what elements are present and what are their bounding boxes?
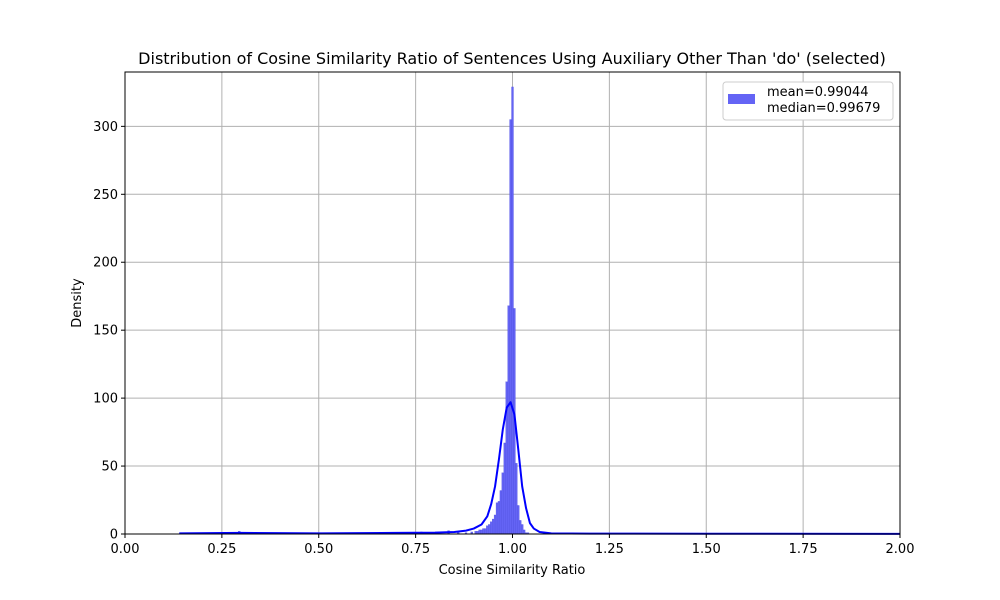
x-tick-label: 0.75 <box>401 542 430 557</box>
histogram-bar <box>480 529 483 535</box>
histogram-bar <box>482 528 485 535</box>
x-tick-label: 0.25 <box>207 542 236 557</box>
y-tick-label: 200 <box>93 256 118 271</box>
y-tick-label: 100 <box>93 392 118 407</box>
x-tick-label: 0.50 <box>304 542 333 557</box>
histogram-bar <box>499 490 502 535</box>
x-tick-label: 1.25 <box>595 542 624 557</box>
histogram-bar <box>501 472 504 535</box>
y-tick-label: 150 <box>93 324 118 339</box>
histogram-bar <box>486 525 489 535</box>
histogram-bar <box>503 442 506 535</box>
histogram-bar <box>517 505 520 535</box>
legend-label-median: median=0.99679 <box>767 101 880 116</box>
histogram-bar <box>490 521 493 535</box>
x-tick-label: 1.75 <box>789 542 818 557</box>
histogram-bar <box>519 520 522 535</box>
y-tick-label: 300 <box>93 120 118 135</box>
y-tick-label: 250 <box>93 188 118 203</box>
y-tick-label: 50 <box>101 460 118 475</box>
histogram-bar <box>505 381 508 535</box>
legend-label-mean: mean=0.99044 <box>767 85 869 100</box>
x-tick-label: 1.50 <box>692 542 721 557</box>
kde-curve <box>179 401 901 535</box>
x-axis-ticks: 0.00 0.25 0.50 0.75 1.00 1.25 1.50 1.75 2.00 <box>111 534 915 557</box>
histogram-bar <box>523 529 526 535</box>
histogram-bar <box>492 518 495 535</box>
x-tick-label: 0.00 <box>111 542 140 557</box>
histogram-bar <box>488 524 491 535</box>
y-axis-ticks: 0 50 100 150 200 250 300 <box>93 120 125 543</box>
legend: mean=0.99044 median=0.99679 <box>722 81 894 121</box>
x-tick-label: 2.00 <box>886 542 915 557</box>
histogram-bar <box>495 502 499 535</box>
histogram-bar <box>493 514 497 535</box>
histogram-bar <box>507 305 510 535</box>
legend-box <box>722 81 894 121</box>
histogram-bar <box>521 524 524 535</box>
histogram-bar <box>478 529 481 535</box>
chart-title: Distribution of Cosine Similarity Ratio … <box>138 49 886 68</box>
x-tick-label: 1.00 <box>498 542 527 557</box>
x-axis-label: Cosine Similarity Ratio <box>439 563 586 578</box>
histogram-bar <box>515 463 518 535</box>
kde-line <box>179 401 901 535</box>
histogram-bar <box>497 501 501 535</box>
histogram-bars <box>238 86 530 535</box>
histogram-bar <box>509 119 512 535</box>
histogram-bar <box>511 86 514 535</box>
y-tick-label: 0 <box>110 528 118 543</box>
legend-swatch <box>728 94 755 104</box>
y-axis-label: Density <box>70 278 85 328</box>
histogram-bar <box>484 528 487 535</box>
